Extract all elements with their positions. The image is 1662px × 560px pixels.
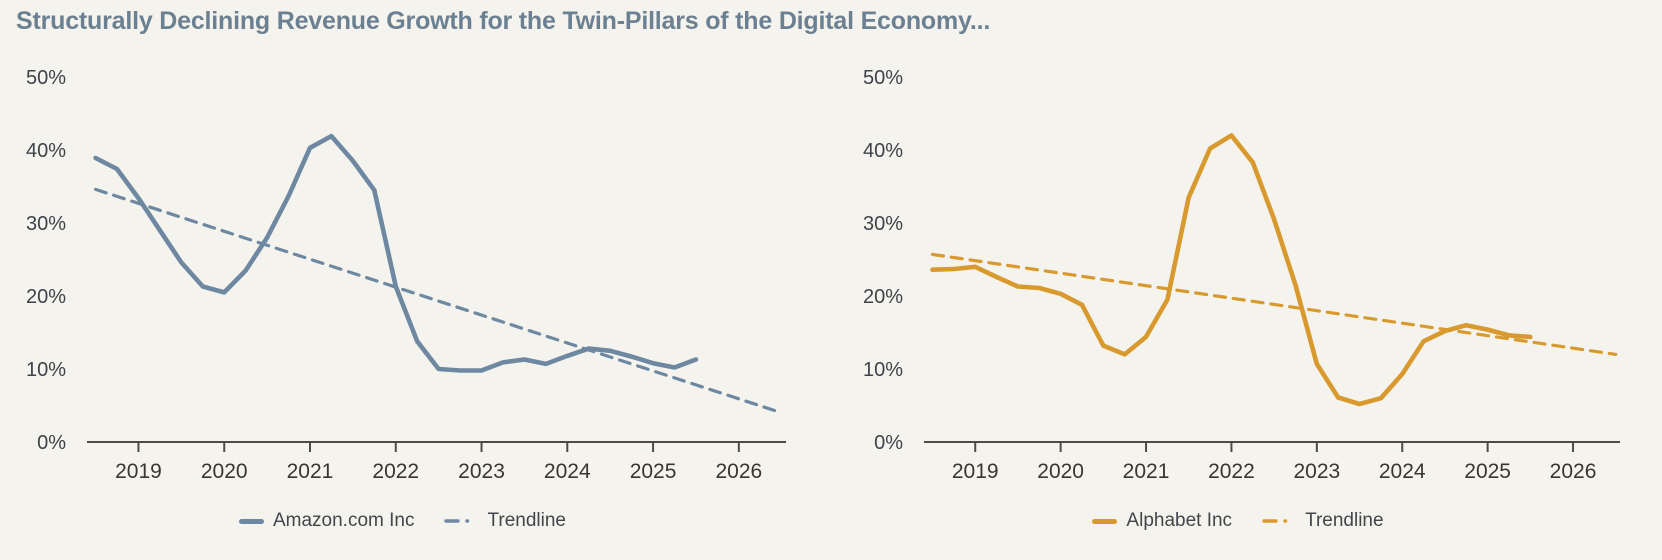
legend-item-alphabet-series: Alphabet Inc [1092, 510, 1232, 532]
legend-amazon-chart: Amazon.com Inc Trendline [53, 506, 752, 536]
trendline-alphabet-revenue-growth [930, 252, 1618, 356]
series-line-amazon-revenue-growth [93, 133, 699, 373]
y-tick-label: 40% [26, 140, 66, 162]
trendline-swatch [444, 519, 479, 523]
x-tick-label: 2019 [115, 460, 162, 483]
y-tick-label: 50% [863, 67, 903, 89]
y-tick-label: 20% [863, 286, 903, 308]
x-tick-label: 2025 [1464, 460, 1511, 483]
x-tick-label: 2023 [1293, 460, 1340, 483]
legend-label: Amazon.com Inc [272, 510, 415, 531]
legend-alphabet-chart: Alphabet Inc Trendline [890, 506, 1586, 536]
trendline-swatch [1262, 519, 1296, 523]
y-tick-label: 0% [37, 432, 66, 454]
y-tick-label: 40% [863, 140, 903, 162]
series-line-swatch [1092, 518, 1118, 524]
x-tick-label: 2024 [544, 460, 591, 483]
series-line-alphabet-revenue-growth [930, 133, 1533, 407]
x-tick-label: 2024 [1379, 460, 1426, 483]
y-tick-label: 30% [863, 213, 903, 235]
legend-item-alphabet-trendline: Trendline [1262, 510, 1384, 532]
x-tick-label: 2019 [952, 460, 999, 483]
legend-item-amazon-series: Amazon.com Inc [238, 510, 415, 532]
y-tick-label: 50% [26, 67, 66, 89]
x-tick-label: 2021 [287, 460, 334, 483]
series-line-swatch [238, 518, 264, 524]
x-tick-label: 2026 [715, 460, 762, 483]
y-tick-label: 10% [863, 359, 903, 381]
x-tick-label: 2020 [1037, 460, 1084, 483]
x-tick-label: 2022 [1208, 460, 1255, 483]
y-tick-label: 30% [26, 213, 66, 235]
y-tick-label: 10% [26, 359, 66, 381]
page-title: Structurally Declining Revenue Growth fo… [16, 7, 991, 35]
legend-label: Alphabet Inc [1126, 510, 1233, 531]
x-tick-label: 2026 [1550, 460, 1597, 483]
legend-label: Trendline [1305, 510, 1384, 531]
legend-item-amazon-trendline: Trendline [444, 510, 566, 532]
y-tick-label: 20% [26, 286, 66, 308]
legend-label: Trendline [487, 510, 566, 531]
x-tick-label: 2020 [201, 460, 248, 483]
trendline-amazon-revenue-growth [93, 187, 784, 415]
x-tick-label: 2022 [372, 460, 419, 483]
y-tick-label: 0% [874, 432, 903, 454]
x-tick-label: 2025 [630, 460, 677, 483]
x-tick-label: 2023 [458, 460, 505, 483]
x-tick-label: 2021 [1123, 460, 1170, 483]
